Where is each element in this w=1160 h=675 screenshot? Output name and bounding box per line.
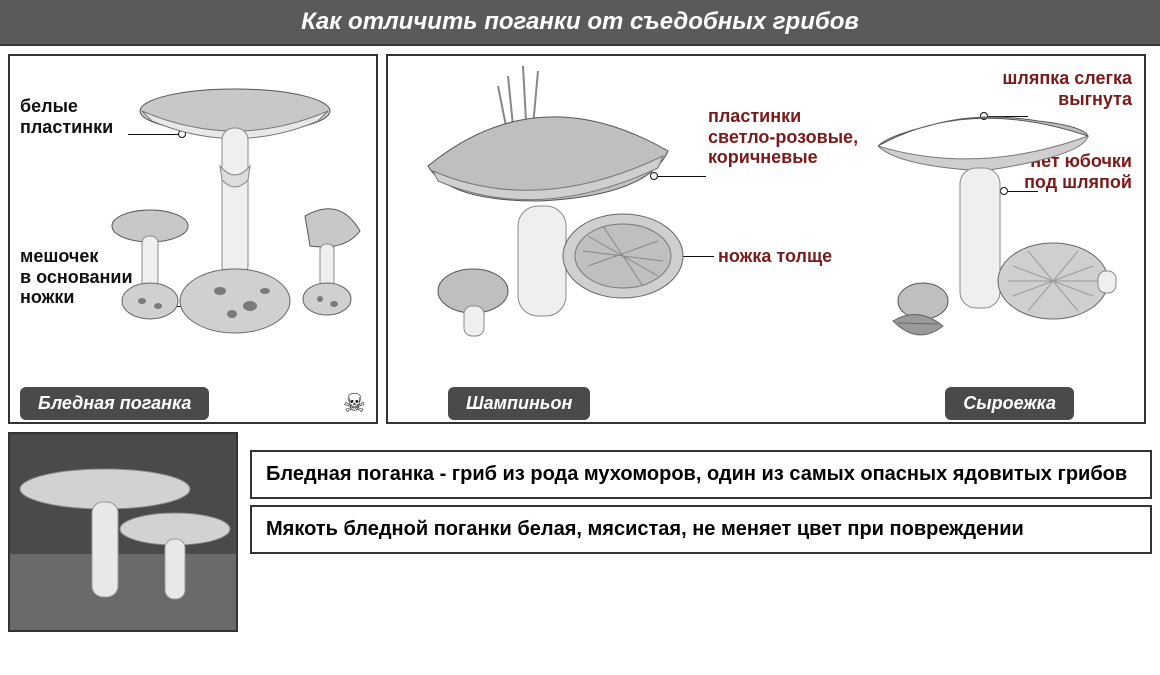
info-line-2: Мякоть бледной поганки белая, мясистая, … [250, 505, 1152, 554]
panel-poganka-bar: Бледная поганка ☠ [10, 384, 376, 422]
panel-edible-canvas: пластинкисветло-розовые,коричневые ножка… [388, 56, 1144, 384]
panel-poganka: белыепластинки мешочекв основанииножки [8, 54, 378, 424]
label-syroezka: Сыроежка [945, 387, 1074, 420]
page-title: Как отличить поганки от съедобных грибов [0, 0, 1160, 46]
label-poganka: Бледная поганка [20, 387, 209, 420]
annot-stipe-text: ножка толще [718, 246, 832, 266]
bottom-row: Бледная поганка - гриб из рода мухоморов… [0, 432, 1160, 640]
panel-poganka-canvas: белыепластинки мешочекв основанииножки [10, 56, 376, 384]
info-box: Бледная поганка - гриб из рода мухоморов… [250, 432, 1152, 632]
label-champignon: Шампиньон [448, 387, 590, 420]
main-row: белыепластинки мешочекв основанииножки [0, 46, 1160, 432]
panel-edible: пластинкисветло-розовые,коричневые ножка… [386, 54, 1146, 424]
skull-icon: ☠ [343, 388, 366, 419]
photo-thumb-svg [10, 434, 238, 632]
photo-thumb [8, 432, 238, 632]
panel-edible-bar: Шампиньон Сыроежка [388, 384, 1144, 422]
champignon-illustration [388, 56, 718, 386]
poganka-illustration [10, 56, 380, 386]
syroezka-illustration [848, 56, 1148, 386]
annot-plates: пластинкисветло-розовые,коричневые [708, 106, 858, 168]
annot-stipe: ножка толще [718, 246, 832, 267]
annot-plates-text: пластинкисветло-розовые,коричневые [708, 106, 858, 167]
info-line-1: Бледная поганка - гриб из рода мухоморов… [250, 450, 1152, 499]
